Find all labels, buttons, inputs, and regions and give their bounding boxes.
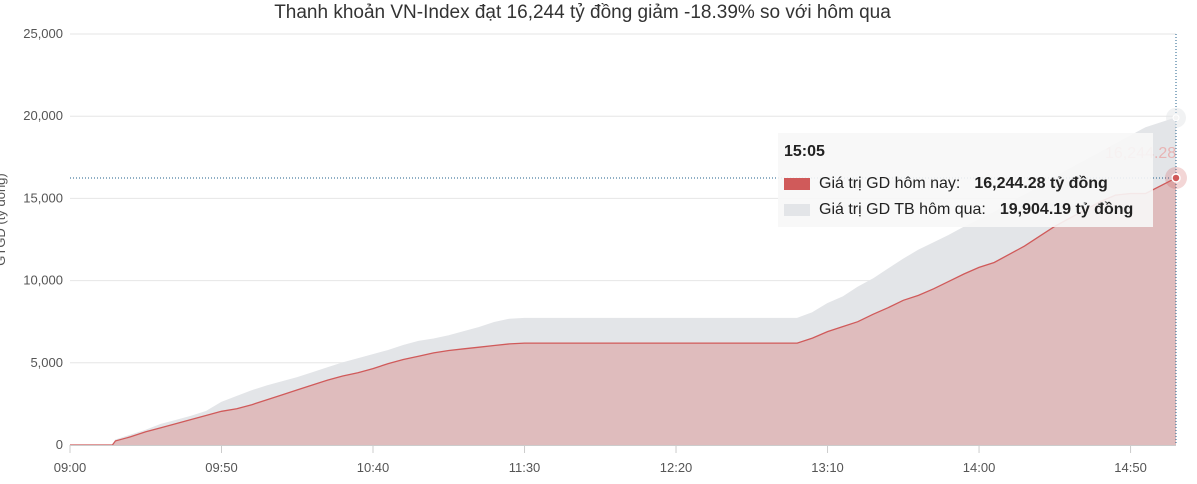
x-tick-label: 11:30 (509, 460, 541, 475)
x-tick-label: 09:00 (54, 460, 87, 475)
y-tick-label: 10,000 (23, 273, 63, 288)
y-tick-label: 20,000 (23, 108, 63, 123)
tooltip-label-yesterday: Giá trị GD TB hôm qua: (819, 201, 986, 218)
y-axis-title: GTGD (tỷ đồng) (0, 173, 8, 265)
legend-swatch-yesterday (784, 204, 810, 216)
tooltip-label-today: Giá trị GD hôm nay: (819, 175, 961, 192)
x-tick-label: 12:20 (660, 460, 693, 475)
x-tick-label: 09:50 (205, 460, 238, 475)
x-tick-label: 13:10 (811, 460, 844, 475)
chart-title: Thanh khoản VN-Index đạt 16,244 tỷ đồng … (274, 2, 891, 23)
marker-yesterday (1172, 114, 1180, 122)
x-tick-label: 10:40 (357, 460, 390, 475)
area-today (70, 177, 1176, 445)
legend-swatch-today (784, 178, 810, 190)
chart-tooltip: 15:05 Giá trị GD hôm nay: 16,244.28 tỷ đ… (778, 133, 1153, 227)
tooltip-time: 15:05 (784, 143, 825, 160)
tooltip-row-today: Giá trị GD hôm nay: 16,244.28 tỷ đồng (784, 171, 1147, 197)
tooltip-value-today: 16,244.28 tỷ đồng (974, 175, 1108, 192)
y-tick-label: 25,000 (23, 26, 63, 41)
tooltip-value-yesterday: 19,904.19 tỷ đồng (999, 201, 1134, 218)
marker-today (1171, 173, 1181, 183)
y-tick-label: 5,000 (30, 355, 63, 370)
tooltip-row-yesterday: Giá trị GD TB hôm qua: 19,904.19 tỷ đồng (784, 197, 1147, 223)
line-today (70, 177, 1177, 446)
y-tick-label: 15,000 (23, 190, 63, 205)
x-tick-label: 14:00 (963, 460, 996, 475)
x-tick-label: 14:50 (1114, 460, 1147, 475)
y-tick-label: 0 (56, 437, 63, 452)
